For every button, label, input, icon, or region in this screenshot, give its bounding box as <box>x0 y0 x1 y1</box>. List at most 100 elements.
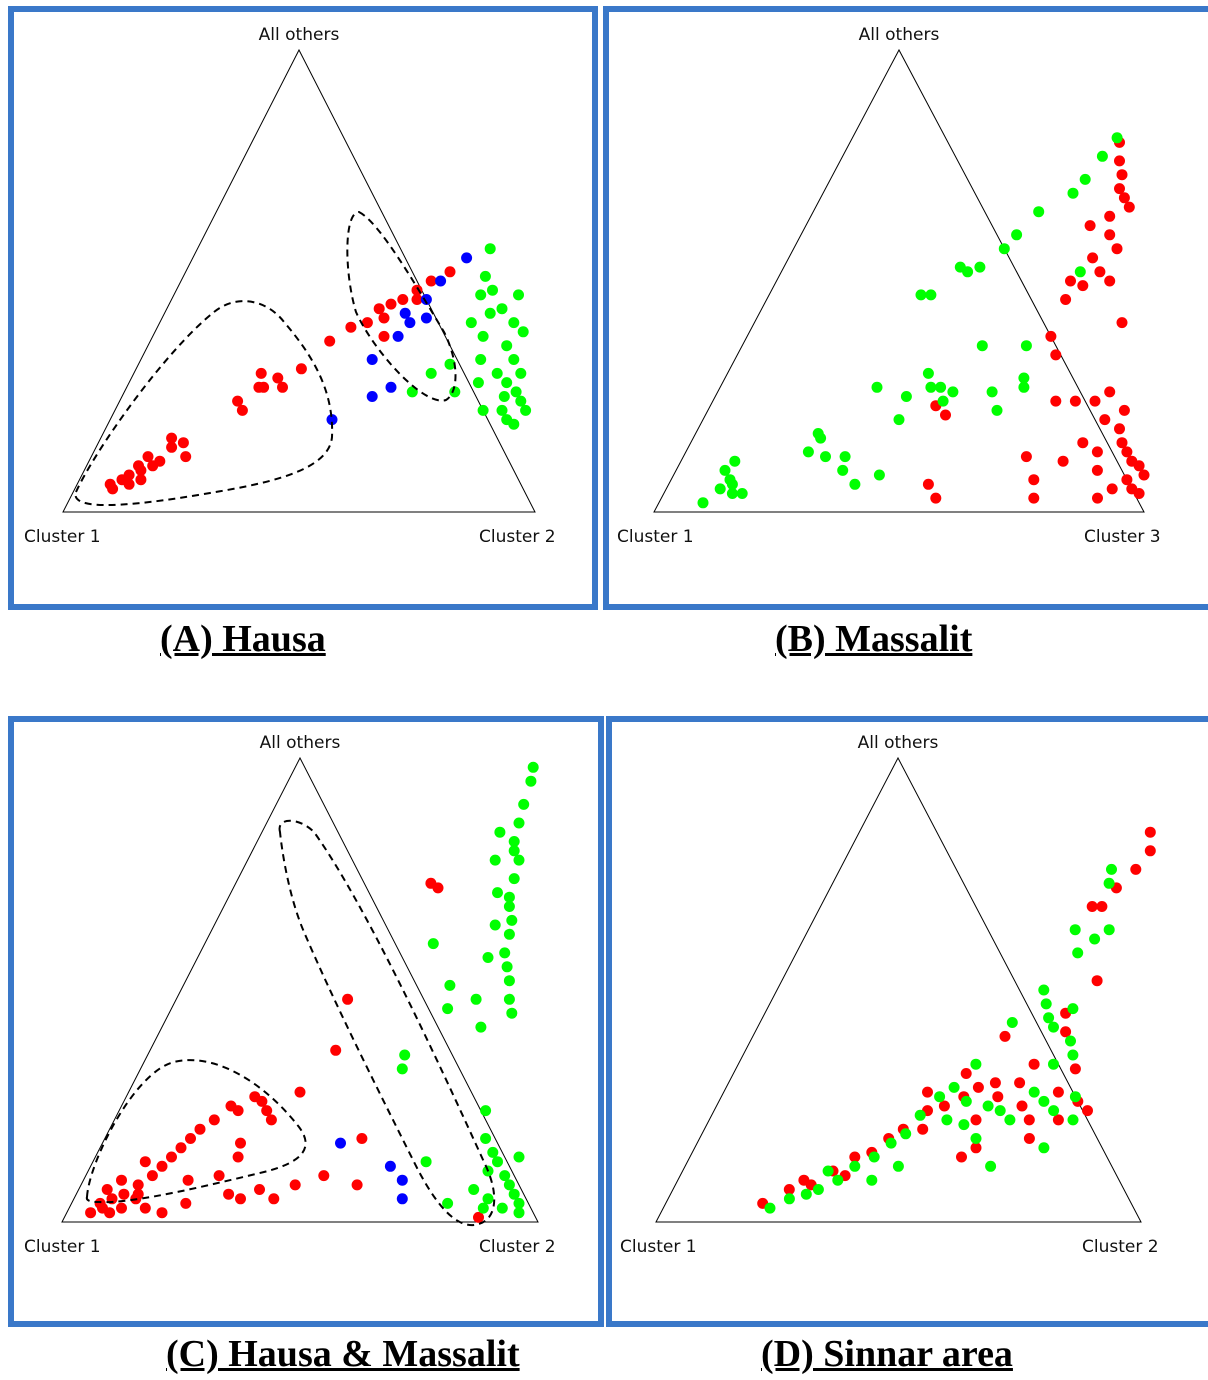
red-point <box>166 1151 177 1163</box>
green-point <box>970 1058 982 1070</box>
red-point <box>356 1133 368 1144</box>
red-point <box>940 409 951 421</box>
green-point <box>479 270 491 282</box>
vertex-label-right: Cluster 2 <box>479 1237 556 1257</box>
green-point <box>1018 381 1030 393</box>
green-point <box>472 377 484 389</box>
green-point <box>935 381 947 393</box>
green-point <box>1038 1142 1050 1154</box>
red-point <box>411 294 423 305</box>
red-point <box>1028 492 1040 504</box>
ternary-plot-d: All others Cluster 1 Cluster 2 <box>620 733 1159 1257</box>
green-point <box>925 381 937 393</box>
green-point <box>985 1160 997 1172</box>
blue-point <box>335 1137 346 1149</box>
red-point <box>146 1170 158 1182</box>
red-point <box>1086 901 1098 912</box>
red-point <box>123 478 135 490</box>
green-point <box>475 1021 487 1033</box>
red-point <box>351 1179 363 1191</box>
red-point <box>1118 192 1130 204</box>
red-point <box>166 432 178 444</box>
green-point <box>937 395 949 407</box>
red-point <box>385 298 397 310</box>
green-point <box>976 340 988 352</box>
green-point <box>525 775 537 787</box>
green-point <box>518 798 530 810</box>
red-point <box>1116 437 1128 449</box>
red-point <box>132 1188 144 1200</box>
red-point <box>324 335 336 347</box>
green-point <box>1111 132 1123 144</box>
dashed-cluster-outline <box>74 300 334 507</box>
green-point <box>892 1160 904 1172</box>
red-point <box>236 404 248 416</box>
vertex-label-top: All others <box>260 733 341 753</box>
caption-a: (A) Hausa <box>160 618 326 660</box>
red-point <box>1060 1026 1072 1038</box>
green-point <box>714 483 726 495</box>
red-point <box>268 1193 280 1205</box>
green-point <box>475 354 487 365</box>
green-point <box>1038 984 1050 996</box>
green-point <box>1074 266 1086 278</box>
red-point <box>254 1184 265 1195</box>
blue-point <box>396 1174 408 1186</box>
green-point <box>501 377 513 389</box>
red-point <box>1114 155 1125 167</box>
red-point <box>154 455 166 467</box>
blue-point <box>392 330 404 342</box>
red-point <box>180 451 192 463</box>
red-point <box>1091 446 1103 458</box>
red-point <box>318 1170 330 1182</box>
green-point <box>974 261 986 273</box>
green-point <box>503 975 515 987</box>
red-point <box>116 1202 127 1214</box>
green-point <box>764 1202 776 1214</box>
red-point <box>330 1044 342 1056</box>
red-point <box>258 381 270 393</box>
red-point <box>1087 252 1099 264</box>
red-point <box>235 1137 246 1149</box>
green-point <box>513 289 524 301</box>
blue-point <box>420 312 432 324</box>
red-point <box>1057 455 1069 467</box>
red-point <box>1099 414 1111 426</box>
red-point <box>1133 460 1145 472</box>
green-point <box>477 1202 489 1214</box>
panel-d: All others Cluster 1 Cluster 2 <box>606 716 1208 1327</box>
red-point <box>116 1174 127 1186</box>
green-point <box>871 381 883 393</box>
green-point <box>484 307 496 319</box>
green-point <box>1089 933 1101 945</box>
red-point <box>289 1179 301 1191</box>
red-point <box>849 1151 861 1163</box>
red-point <box>378 330 390 342</box>
green-point <box>991 404 1003 416</box>
red-point <box>1121 446 1133 458</box>
red-point <box>107 483 119 495</box>
red-point <box>1114 183 1125 195</box>
green-point <box>726 478 738 490</box>
green-point <box>527 761 539 773</box>
green-point <box>444 358 456 370</box>
red-point <box>378 312 390 324</box>
green-point <box>849 478 861 490</box>
red-point <box>1106 483 1118 495</box>
red-point <box>783 1184 795 1195</box>
red-point <box>1094 266 1106 278</box>
red-point <box>208 1114 220 1126</box>
green-point <box>802 446 814 458</box>
blue-point <box>366 354 378 365</box>
green-point <box>480 1133 492 1144</box>
green-point <box>425 367 437 379</box>
green-point <box>510 386 522 398</box>
ternary-triangle <box>653 48 1145 513</box>
panel-c: All others Cluster 1 Cluster 2 <box>8 716 604 1327</box>
red-point <box>1121 474 1133 486</box>
green-point <box>484 243 496 255</box>
green-point <box>1096 150 1108 162</box>
green-point <box>506 1007 518 1019</box>
green-point <box>482 952 494 963</box>
green-point <box>934 1091 946 1103</box>
